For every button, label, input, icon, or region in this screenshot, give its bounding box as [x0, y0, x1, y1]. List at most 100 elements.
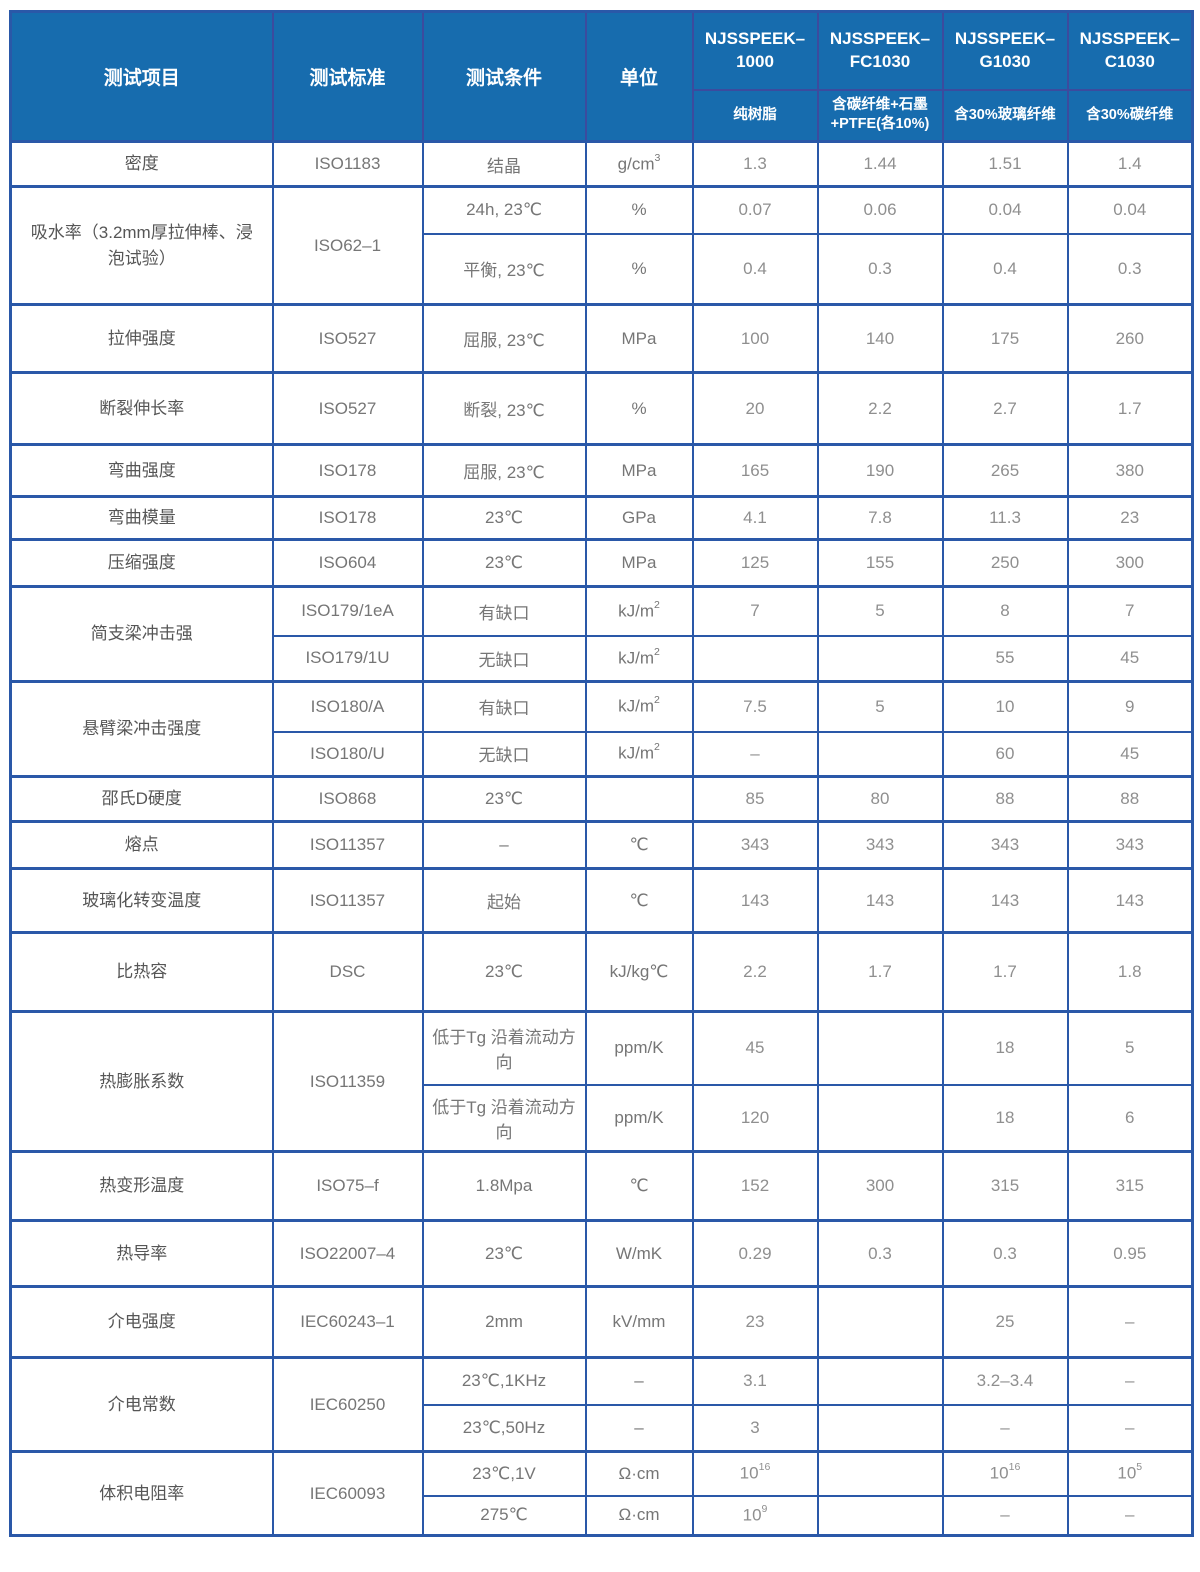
cell-unit: MPa	[584, 303, 694, 374]
col-header-product-1000: NJSSPEEK–1000	[691, 10, 819, 91]
cell-value: –	[1066, 1403, 1194, 1453]
cell-condition: 低于Tg 沿着流动方向	[421, 1010, 587, 1086]
cell-value: 343	[691, 820, 819, 870]
cell-value: 23	[691, 1285, 819, 1359]
cell-unit: kV/mm	[584, 1285, 694, 1359]
cell-value	[691, 634, 819, 683]
cell-value: 1.7	[816, 931, 944, 1013]
cell-standard: ISO527	[271, 371, 424, 446]
cell-unit: GPa	[584, 495, 694, 541]
cell-value: 5	[816, 680, 944, 733]
cell-value: 7	[691, 585, 819, 637]
cell-unit: ppm/K	[584, 1083, 694, 1153]
cell-unit: %	[584, 185, 694, 235]
table-row: 断裂伸长率 ISO527 断裂, 23℃% 20 2.2 2.7 1.7	[9, 371, 1194, 446]
table-header: 测试项目 测试标准 测试条件 单位 NJSSPEEK–1000 NJSSPEEK…	[9, 10, 1194, 143]
table-row: 275℃ Ω·cm 109 – –	[11, 1494, 1194, 1537]
table-row: 弯曲强度 ISO178 屈服, 23℃ MPa 165 190 265 380	[9, 443, 1194, 498]
cell-value	[816, 730, 944, 778]
cell-standard: ISO179/1U	[271, 634, 424, 683]
cell-unit: kJ/m2	[584, 585, 694, 637]
cell-value: 105	[1066, 1450, 1194, 1497]
cell-value: 0.4	[691, 232, 819, 306]
cell-value: 109	[691, 1494, 819, 1537]
table-row: 邵氏D硬度 ISO868 23℃ 85 80 88 88	[9, 775, 1194, 823]
cell-item: 邵氏D硬度	[9, 775, 274, 823]
cell-unit: Ω·cm	[584, 1494, 694, 1537]
cell-value: 6	[1066, 1083, 1194, 1153]
cell-unit	[584, 775, 694, 823]
cell-item: 体积电阻率	[9, 1450, 274, 1537]
cell-value: 190	[816, 443, 944, 498]
cell-value: 0.07	[691, 185, 819, 235]
cell-value: 80	[816, 775, 944, 823]
cell-condition: 起始	[421, 867, 587, 934]
cell-value: 143	[691, 867, 819, 934]
cell-value: –	[941, 1403, 1069, 1453]
cell-value: 143	[941, 867, 1069, 934]
cell-value: 5	[816, 585, 944, 637]
table-row: 密度 ISO1183 结晶 g/cm3 1.3 1.44 1.51 1.4	[9, 140, 1194, 188]
cell-condition: 低于Tg 沿着流动方向	[421, 1083, 587, 1153]
cell-item: 简支梁冲击强	[9, 585, 274, 683]
col-header-test-standard: 测试标准	[271, 10, 424, 143]
cell-value: 0.3	[816, 232, 944, 306]
cell-value: 7.8	[816, 495, 944, 541]
cell-standard: ISO11359	[271, 1010, 424, 1153]
cell-condition: 275℃	[421, 1494, 587, 1537]
cell-value: 1.51	[941, 140, 1069, 188]
cell-value: 2.7	[941, 371, 1069, 446]
cell-item: 断裂伸长率	[9, 371, 274, 446]
cell-value: 3.1	[691, 1356, 819, 1406]
cell-value: 1.4	[1066, 140, 1194, 188]
cell-standard: ISO11357	[271, 867, 424, 934]
cell-value: 250	[941, 538, 1069, 588]
cell-unit: kJ/m2	[584, 730, 694, 778]
cell-standard: ISO180/A	[271, 680, 424, 733]
table-row: 体积电阻率 IEC60093 23℃,1V Ω·cm 1016 1016 105	[9, 1450, 1194, 1537]
cell-unit: –	[584, 1356, 694, 1406]
cell-condition: 屈服, 23℃	[421, 443, 587, 498]
header-row-descriptions: 纯树脂 含碳纤维+石墨+PTFE(各10%) 含30%玻璃纤维 含30%碳纤维	[11, 88, 1194, 143]
cell-value	[816, 1356, 944, 1406]
cell-value: –	[1066, 1494, 1194, 1537]
cell-unit: g/cm3	[584, 140, 694, 188]
cell-value: 155	[816, 538, 944, 588]
table-row: 玻璃化转变温度 ISO11357 起始 ℃ 143 143 143 143	[9, 867, 1194, 934]
cell-value	[816, 634, 944, 683]
properties-table: 测试项目 测试标准 测试条件 单位 NJSSPEEK–1000 NJSSPEEK…	[9, 10, 1194, 1537]
cell-value: 0.06	[816, 185, 944, 235]
cell-value: 7.5	[691, 680, 819, 733]
cell-condition: 23℃	[421, 1219, 587, 1288]
table-row: 悬臂梁冲击强度 ISO180/A 有缺口 kJ/m2 7.5 5 10 9	[9, 680, 1194, 778]
cell-value: –	[941, 1494, 1069, 1537]
cell-value: 88	[941, 775, 1069, 823]
cell-value: 265	[941, 443, 1069, 498]
cell-standard: ISO178	[271, 495, 424, 541]
cell-value: 45	[1066, 634, 1194, 683]
table-row: 熔点 ISO11357– ℃ 343 343 343 343	[9, 820, 1194, 870]
cell-condition: 23℃	[421, 495, 587, 541]
cell-condition: 平衡, 23℃	[421, 232, 587, 306]
cell-value: 315	[941, 1150, 1069, 1222]
cell-unit: –	[584, 1403, 694, 1453]
header-row-products: 测试项目 测试标准 测试条件 单位 NJSSPEEK–1000 NJSSPEEK…	[9, 10, 1194, 143]
cell-value: 3	[691, 1403, 819, 1453]
cell-standard: DSC	[271, 931, 424, 1013]
cell-item: 介电常数	[9, 1356, 274, 1453]
cell-condition: 23℃,1V	[421, 1450, 587, 1497]
col-header-test-condition: 测试条件	[421, 10, 587, 143]
cell-unit: MPa	[584, 538, 694, 588]
cell-condition: 23℃	[421, 931, 587, 1013]
cell-unit: MPa	[584, 443, 694, 498]
cell-item: 熔点	[9, 820, 274, 870]
cell-item: 弯曲强度	[9, 443, 274, 498]
cell-value: 5	[1066, 1010, 1194, 1086]
cell-condition: 有缺口	[421, 585, 587, 637]
product-desc-fc1030: 含碳纤维+石墨+PTFE(各10%)	[816, 88, 944, 143]
cell-condition: 结晶	[421, 140, 587, 188]
cell-value: 380	[1066, 443, 1194, 498]
cell-standard: ISO527	[271, 303, 424, 374]
cell-standard: ISO62–1	[271, 185, 424, 306]
col-header-product-g1030: NJSSPEEK–G1030	[941, 10, 1069, 91]
